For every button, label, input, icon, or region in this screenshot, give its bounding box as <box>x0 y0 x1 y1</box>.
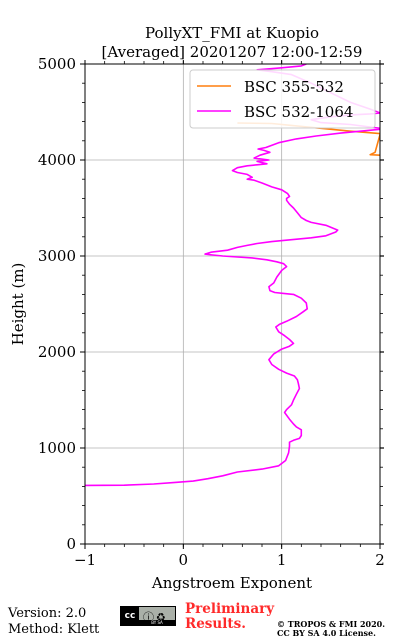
legend-label-bsc-355-532: BSC 355-532 <box>244 78 344 96</box>
y-tick-label: 4000 <box>38 151 76 169</box>
version-text: Version: 2.0 <box>8 606 87 621</box>
preliminary-results-notice: Preliminary Results. <box>185 602 274 632</box>
y-tick-label: 2000 <box>38 343 76 361</box>
grid <box>84 63 381 545</box>
legend-label-bsc-532-1064: BSC 532-1064 <box>244 103 353 121</box>
x-tick-label: −1 <box>74 551 96 569</box>
method-text: Method: Klett <box>8 622 100 637</box>
x-tick-label: 1 <box>277 551 287 569</box>
y-tick-label: 0 <box>66 535 76 553</box>
chart-title-line1: PollyXT_FMI at Kuopio <box>145 24 319 42</box>
y-axis-label: Height (m) <box>9 263 27 346</box>
x-tick-label: 0 <box>179 551 189 569</box>
chart-title-line2: [Averaged] 20201207 12:00-12:59 <box>102 43 363 61</box>
cc-bar-text: BY SA <box>139 620 175 625</box>
copyright-notice: © TROPOS & FMI 2020. CC BY SA 4.0 Licens… <box>277 620 385 638</box>
legend: BSC 355-532 BSC 532-1064 <box>189 69 376 129</box>
preliminary-line1: Preliminary <box>185 601 275 617</box>
y-tick-label: 3000 <box>38 247 76 265</box>
preliminary-line2: Results. <box>185 616 246 632</box>
legend-box <box>189 69 376 129</box>
copyright-line1: © TROPOS & FMI 2020. <box>277 619 386 629</box>
cc-license-badge: cc ⓘ♻ BY SA <box>120 606 176 626</box>
plot-frame <box>84 63 381 545</box>
x-axis-label: Angstroem Exponent <box>151 574 312 592</box>
series-line-bsc-532-1064 <box>85 64 380 487</box>
y-tick-label: 1000 <box>38 439 76 457</box>
y-tick-label: 5000 <box>38 55 76 73</box>
cc-logo-icon: cc <box>121 607 139 625</box>
copyright-line2: CC BY SA 4.0 License. <box>277 628 376 638</box>
x-tick-label: 2 <box>375 551 385 569</box>
